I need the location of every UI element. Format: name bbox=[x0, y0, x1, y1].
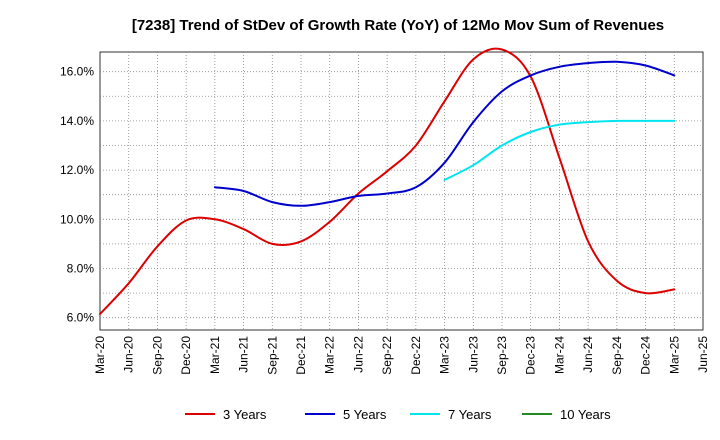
x-tick-label: Jun-23 bbox=[466, 336, 480, 373]
legend-label-7-years: 7 Years bbox=[448, 407, 492, 422]
legend-label-5-years: 5 Years bbox=[343, 407, 387, 422]
legend-label-3-years: 3 Years bbox=[223, 407, 267, 422]
x-tick-label: Sep-24 bbox=[610, 336, 624, 375]
x-tick-label: Mar-21 bbox=[208, 336, 222, 374]
x-tick-label: Mar-25 bbox=[667, 336, 681, 374]
y-tick-label: 16.0% bbox=[60, 65, 94, 79]
x-tick-label: Dec-20 bbox=[179, 336, 193, 375]
chart-title: [7238] Trend of StDev of Growth Rate (Yo… bbox=[132, 17, 664, 34]
legend-label-10-years: 10 Years bbox=[560, 407, 611, 422]
y-tick-label: 8.0% bbox=[67, 261, 95, 275]
y-tick-label: 6.0% bbox=[67, 311, 95, 325]
x-tick-label: Dec-24 bbox=[639, 336, 653, 375]
x-tick-label: Jun-21 bbox=[237, 336, 251, 373]
x-tick-label: Jun-22 bbox=[351, 336, 365, 373]
x-tick-label: Mar-22 bbox=[323, 336, 337, 374]
x-axis: Mar-20 Jun-20 Sep-20 Dec-20 Mar-21 Jun-21 Sep-… bbox=[93, 336, 710, 375]
x-tick-label: Mar-23 bbox=[438, 336, 452, 374]
x-tick-label: Sep-23 bbox=[495, 336, 509, 375]
x-tick-label: Mar-24 bbox=[552, 336, 566, 374]
x-tick-label: Dec-21 bbox=[294, 336, 308, 375]
x-tick-label: Dec-23 bbox=[524, 336, 538, 375]
x-tick-label: Sep-20 bbox=[150, 336, 164, 375]
x-tick-label: Mar-20 bbox=[93, 336, 107, 374]
x-tick-label: Dec-22 bbox=[409, 336, 423, 375]
x-tick-label: Jun-20 bbox=[122, 336, 136, 373]
y-tick-label: 14.0% bbox=[60, 114, 94, 128]
x-tick-label: Jun-24 bbox=[581, 336, 595, 373]
series-line-5-years bbox=[213, 60, 676, 207]
series-line-7-years bbox=[443, 119, 676, 181]
x-tick-label: Jun-25 bbox=[696, 336, 710, 373]
x-tick-label: Sep-21 bbox=[265, 336, 279, 375]
series-line-3-years bbox=[99, 47, 676, 315]
legend: 3 Years 5 Years 7 Years 10 Years bbox=[185, 407, 611, 422]
grid-layer bbox=[100, 52, 703, 330]
y-tick-label: 10.0% bbox=[60, 212, 94, 226]
series-layer bbox=[99, 47, 676, 315]
x-tick-label: Sep-22 bbox=[380, 336, 394, 375]
y-tick-label: 12.0% bbox=[60, 163, 94, 177]
y-axis: 6.0% 8.0% 10.0% 12.0% 14.0% 16.0% bbox=[60, 65, 94, 325]
